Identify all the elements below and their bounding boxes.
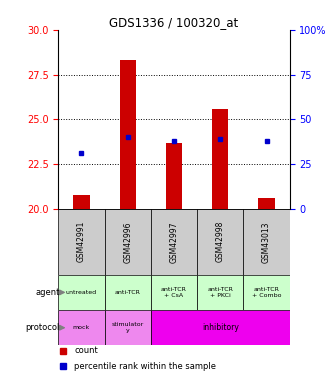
Text: protocol: protocol [25,323,60,332]
Text: stimulator
y: stimulator y [112,322,144,333]
Bar [166,142,182,209]
Bar [73,195,90,209]
Text: inhibitory: inhibitory [202,323,239,332]
Text: anti-TCR: anti-TCR [115,290,141,295]
Text: GSM42996: GSM42996 [123,221,132,262]
Bar [197,209,243,275]
Bar [151,275,197,310]
Text: mock: mock [73,325,90,330]
Bar [243,275,290,310]
Bar [197,275,243,310]
Bar [120,60,136,209]
Title: GDS1336 / 100320_at: GDS1336 / 100320_at [109,16,239,29]
Bar [58,209,105,275]
Text: percentile rank within the sample: percentile rank within the sample [75,362,216,370]
Text: anti-TCR
+ PKCi: anti-TCR + PKCi [207,287,233,298]
Bar [151,310,290,345]
Bar [58,275,105,310]
Bar [151,209,197,275]
Text: agent: agent [35,288,60,297]
Bar [105,209,151,275]
Text: GSM43013: GSM43013 [262,221,271,262]
Bar [258,198,275,209]
Text: anti-TCR
+ Combo: anti-TCR + Combo [252,287,281,298]
Bar [105,275,151,310]
Text: GSM42991: GSM42991 [77,221,86,262]
Bar [105,310,151,345]
Bar [58,310,105,345]
Text: anti-TCR
+ CsA: anti-TCR + CsA [161,287,187,298]
Bar [243,209,290,275]
Bar [212,109,228,209]
Text: untreated: untreated [66,290,97,295]
Text: GSM42997: GSM42997 [169,221,178,262]
Text: count: count [75,346,98,355]
Text: GSM42998: GSM42998 [216,221,225,262]
